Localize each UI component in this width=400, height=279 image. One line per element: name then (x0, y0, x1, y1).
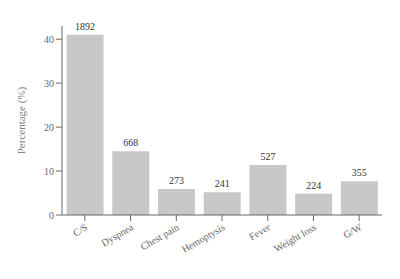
svg-text:273: 273 (169, 175, 184, 186)
svg-text:Hemoptysis: Hemoptysis (180, 221, 227, 254)
svg-text:1892: 1892 (75, 21, 95, 32)
svg-text:C/S: C/S (71, 221, 90, 238)
svg-text:224: 224 (306, 180, 321, 191)
svg-text:30: 30 (44, 78, 54, 89)
svg-text:Fever: Fever (247, 221, 273, 242)
svg-text:241: 241 (215, 178, 230, 189)
svg-text:Percentage (%): Percentage (%) (15, 86, 28, 154)
svg-text:0: 0 (49, 210, 54, 221)
svg-text:527: 527 (260, 151, 275, 162)
svg-text:Chest pain: Chest pain (139, 221, 181, 252)
svg-text:G/W: G/W (341, 221, 364, 241)
svg-text:20: 20 (44, 122, 54, 133)
svg-text:668: 668 (123, 137, 138, 148)
svg-text:355: 355 (352, 167, 367, 178)
svg-text:40: 40 (44, 34, 54, 45)
svg-text:Dyspnea: Dyspnea (99, 221, 135, 248)
svg-text:10: 10 (44, 166, 54, 177)
svg-text:Weight loss: Weight loss (272, 221, 318, 254)
